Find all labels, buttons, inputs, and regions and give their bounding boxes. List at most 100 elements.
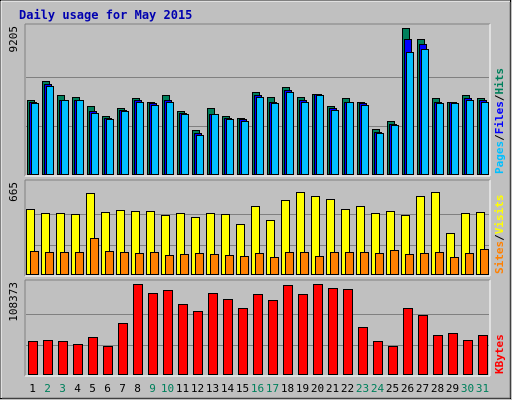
bar-sites-22 (345, 252, 354, 275)
bar-kbytes-23 (358, 327, 368, 375)
bar-pages-31 (481, 102, 489, 175)
x-tick-label: 25 (386, 382, 399, 395)
legend-entry: Pages (493, 141, 506, 174)
bar-sites-24 (375, 253, 384, 275)
bar-sites-23 (360, 252, 369, 275)
bar-pages-11 (181, 114, 189, 175)
bar-sites-31 (480, 249, 489, 275)
bar-sites-19 (300, 252, 309, 275)
bar-sites-20 (315, 256, 324, 275)
bar-kbytes-27 (418, 315, 428, 375)
x-tick-label: 21 (326, 382, 339, 395)
y-max-label: 108373 (7, 282, 20, 322)
x-tick-label: 24 (371, 382, 385, 395)
bar-sites-14 (225, 255, 234, 275)
bar-sites-30 (465, 253, 474, 275)
x-tick-label: 10 (161, 382, 174, 395)
x-tick-label: 31 (476, 382, 489, 395)
x-tick-label: 5 (89, 382, 96, 395)
bar-pages-25 (391, 125, 399, 175)
x-tick-label: 29 (446, 382, 459, 395)
legend-entry: Hits (493, 68, 506, 95)
bar-pages-2 (46, 86, 54, 175)
bar-kbytes-24 (373, 341, 383, 375)
bar-pages-27 (421, 49, 429, 175)
x-tick-label: 28 (431, 382, 444, 395)
bar-pages-17 (271, 103, 279, 175)
bar-sites-6 (105, 251, 114, 275)
bar-pages-28 (436, 103, 444, 175)
bar-kbytes-18 (283, 285, 293, 375)
bar-sites-17 (270, 257, 279, 275)
legend-entry: / (493, 134, 506, 141)
x-tick-label: 18 (281, 382, 294, 395)
bar-pages-19 (301, 102, 309, 175)
bar-sites-29 (450, 257, 459, 275)
chart-panels: 9205Pages/Files/Hits665Sites/Visits10837… (7, 23, 506, 377)
x-tick-label: 6 (104, 382, 111, 395)
bar-kbytes-10 (163, 290, 173, 375)
x-tick-label: 12 (191, 382, 204, 395)
bar-pages-29 (451, 103, 459, 175)
x-tick-label: 27 (416, 382, 429, 395)
legend-entry: KBytes (493, 334, 506, 374)
bar-pages-21 (331, 110, 339, 175)
bar-kbytes-4 (73, 344, 83, 375)
bar-kbytes-2 (43, 340, 53, 375)
bar-pages-7 (121, 111, 129, 175)
bar-sites-11 (180, 254, 189, 275)
x-axis-labels: 1 2 3 4 5 6 7 8 9 10 11 12 13 14 15 16 17 18 19 20 21 22 23 24 2… (29, 382, 489, 395)
panel-legend: Pages/Files/Hits (493, 68, 506, 174)
legend-entry: / (493, 234, 506, 241)
bar-sites-13 (210, 254, 219, 275)
x-tick-label: 23 (356, 382, 369, 395)
bar-pages-4 (76, 100, 84, 175)
bar-kbytes-29 (448, 333, 458, 375)
bar-kbytes-1 (28, 341, 38, 375)
x-tick-label: 15 (236, 382, 249, 395)
bar-kbytes-26 (403, 308, 413, 375)
bar-kbytes-3 (58, 341, 68, 375)
bar-pages-18 (286, 92, 294, 175)
x-tick-label: 3 (59, 382, 66, 395)
bar-pages-24 (376, 133, 384, 175)
bar-sites-5 (90, 238, 99, 275)
legend-entry: Files (493, 101, 506, 134)
bar-sites-26 (405, 254, 414, 275)
bar-pages-6 (106, 119, 114, 175)
legend-entry: Sites (493, 241, 506, 274)
x-tick-label: 14 (221, 382, 235, 395)
bar-sites-16 (255, 253, 264, 275)
bar-sites-18 (285, 252, 294, 275)
bar-pages-14 (226, 119, 234, 175)
y-max-label: 9205 (7, 26, 20, 53)
panel-legend: KBytes (493, 334, 506, 374)
bar-sites-25 (390, 250, 399, 275)
bar-pages-15 (241, 121, 249, 175)
x-tick-label: 11 (176, 382, 189, 395)
x-tick-label: 20 (311, 382, 324, 395)
bar-kbytes-21 (328, 288, 338, 375)
bar-sites-2 (45, 252, 54, 275)
x-tick-label: 19 (296, 382, 309, 395)
bar-kbytes-11 (178, 304, 188, 375)
bar-kbytes-12 (193, 311, 203, 375)
bar-kbytes-30 (463, 340, 473, 375)
bar-kbytes-20 (313, 284, 323, 375)
x-tick-label: 8 (134, 382, 141, 395)
bar-kbytes-5 (88, 337, 98, 375)
bar-kbytes-28 (433, 335, 443, 375)
bar-kbytes-25 (388, 346, 398, 375)
bar-pages-1 (31, 103, 39, 175)
bar-pages-16 (256, 97, 264, 175)
y-max-label: 665 (7, 182, 20, 202)
bar-sites-10 (165, 255, 174, 275)
bar-kbytes-6 (103, 346, 113, 375)
x-tick-label: 13 (206, 382, 219, 395)
bar-kbytes-22 (343, 289, 353, 375)
bar-kbytes-13 (208, 293, 218, 375)
x-tick-label: 9 (149, 382, 156, 395)
bar-sites-15 (240, 256, 249, 275)
